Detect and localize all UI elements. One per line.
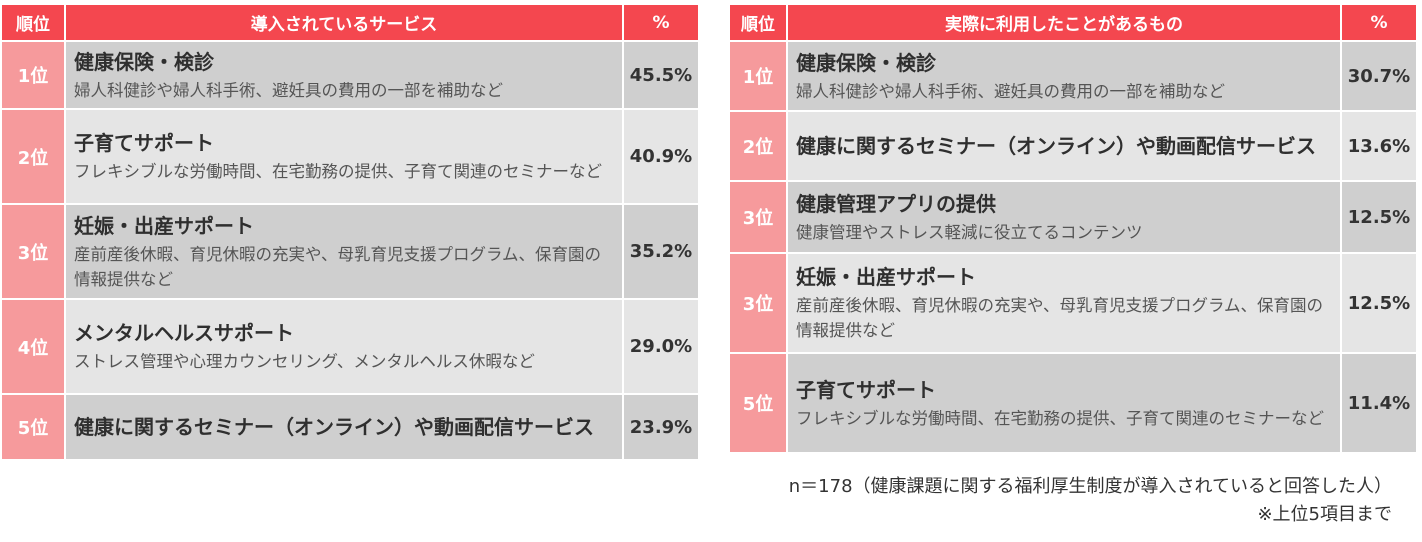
item-cell: 健康保険・検診 婦人科健診や婦人科手術、避妊具の費用の一部を補助など [66,42,622,108]
rank-cell: 5位 [2,395,64,459]
table-row: 3位 健康管理アプリの提供 健康管理やストレス軽減に役立てるコンテンツ 12.5… [730,182,1416,252]
item-cell: メンタルヘルスサポート ストレス管理や心理カウンセリング、メンタルヘルス休暇など [66,300,622,393]
table-row: 1位 健康保険・検診 婦人科健診や婦人科手術、避妊具の費用の一部を補助など 30… [730,42,1416,110]
percent-cell: 45.5% [624,42,698,108]
item-description: 婦人科健診や婦人科手術、避妊具の費用の一部を補助など [796,81,1225,101]
left-header-pct: % [624,5,698,40]
item-title: 妊娠・出産サポート [796,265,976,289]
item-cell: 健康に関するセミナー（オンライン）や動画配信サービス [66,395,622,459]
item-cell: 健康管理アプリの提供 健康管理やストレス軽減に役立てるコンテンツ [788,182,1340,252]
percent-cell: 29.0% [624,300,698,393]
percent-cell: 30.7% [1342,42,1416,110]
item-title: 健康に関するセミナー（オンライン）や動画配信サービス [74,415,594,439]
item-title: 子育てサポート [796,377,936,402]
item-title: 健康保険・検診 [796,50,936,75]
table-row: 2位 健康に関するセミナー（オンライン）や動画配信サービス 13.6% [730,112,1416,180]
item-title: 健康管理アプリの提供 [796,191,996,216]
percent-cell: 13.6% [1342,112,1416,180]
percent-cell: 23.9% [624,395,698,459]
table-row: 2位 子育てサポート フレキシブルな労働時間、在宅勤務の提供、子育て関連のセミナ… [2,110,698,203]
item-title: 健康保険・検診 [74,49,214,74]
scope-note: ※上位5項目まで [1257,504,1392,525]
left-header-rank: 順位 [2,5,64,40]
table-row: 3位 妊娠・出産サポート 産前産後休暇、育児休暇の充実や、母乳育児支援プログラム… [2,205,698,298]
item-description: 健康管理やストレス軽減に役立てるコンテンツ [796,222,1143,242]
item-title: 妊娠・出産サポート [74,213,254,238]
percent-cell: 11.4% [1342,354,1416,452]
item-description: フレキシブルな労働時間、在宅勤務の提供、子育て関連のセミナーなど [74,162,602,181]
right-header-rank: 順位 [730,5,786,40]
item-title: 健康に関するセミナー（オンライン）や動画配信サービス [796,134,1316,158]
rank-cell: 2位 [2,110,64,203]
right-ranking-table: 順位 実際に利用したことがあるもの % 1位 健康保険・検診 婦人科健診や婦人科… [728,3,1418,454]
percent-cell: 40.9% [624,110,698,203]
percent-cell: 12.5% [1342,182,1416,252]
table-row: 5位 健康に関するセミナー（オンライン）や動画配信サービス 23.9% [2,395,698,459]
left-header-item: 導入されているサービス [66,5,622,40]
right-header-item: 実際に利用したことがあるもの [788,5,1340,40]
item-cell: 妊娠・出産サポート 産前産後休暇、育児休暇の充実や、母乳育児支援プログラム、保育… [66,205,622,298]
item-description: フレキシブルな労働時間、在宅勤務の提供、子育て関連のセミナーなど [796,408,1324,428]
rank-cell: 2位 [730,112,786,180]
right-header-pct: % [1342,5,1416,40]
left-ranking-table: 順位 導入されているサービス % 1位 健康保険・検診 婦人科健診や婦人科手術、… [0,3,700,461]
item-cell: 子育てサポート フレキシブルな労働時間、在宅勤務の提供、子育て関連のセミナーなど [788,354,1340,452]
sample-size-note: n＝178（健康課題に関する福利厚生制度が導入されていると回答した人） [788,476,1392,497]
rank-cell: 1位 [2,42,64,108]
table-row: 1位 健康保険・検診 婦人科健診や婦人科手術、避妊具の費用の一部を補助など 45… [2,42,698,108]
item-cell: 健康保険・検診 婦人科健診や婦人科手術、避妊具の費用の一部を補助など [788,42,1340,110]
percent-cell: 35.2% [624,205,698,298]
rank-cell: 3位 [730,182,786,252]
item-description: ストレス管理や心理カウンセリング、メンタルヘルス休暇など [74,352,535,371]
right-table-header-row: 順位 実際に利用したことがあるもの % [730,5,1416,40]
item-cell: 子育てサポート フレキシブルな労働時間、在宅勤務の提供、子育て関連のセミナーなど [66,110,622,203]
table-row: 5位 子育てサポート フレキシブルな労働時間、在宅勤務の提供、子育て関連のセミナ… [730,354,1416,452]
rank-cell: 3位 [730,254,786,352]
item-cell: 健康に関するセミナー（オンライン）や動画配信サービス [788,112,1340,180]
rank-cell: 1位 [730,42,786,110]
rank-cell: 3位 [2,205,64,298]
percent-cell: 12.5% [1342,254,1416,352]
item-cell: 妊娠・出産サポート 産前産後休暇、育児休暇の充実や、母乳育児支援プログラム、保育… [788,254,1340,352]
left-table-header-row: 順位 導入されているサービス % [2,5,698,40]
item-title: メンタルヘルスサポート [74,321,294,345]
item-description: 産前産後休暇、育児休暇の充実や、母乳育児支援プログラム、保育園の情報提供など [74,244,602,289]
rank-cell: 5位 [730,354,786,452]
item-title: 子育てサポート [74,131,214,155]
rank-cell: 4位 [2,300,64,393]
item-description: 婦人科健診や婦人科手術、避妊具の費用の一部を補助など [74,80,503,100]
table-row: 4位 メンタルヘルスサポート ストレス管理や心理カウンセリング、メンタルヘルス休… [2,300,698,393]
table-row: 3位 妊娠・出産サポート 産前産後休暇、育児休暇の充実や、母乳育児支援プログラム… [730,254,1416,352]
item-description: 産前産後休暇、育児休暇の充実や、母乳育児支援プログラム、保育園の情報提供など [796,296,1324,340]
